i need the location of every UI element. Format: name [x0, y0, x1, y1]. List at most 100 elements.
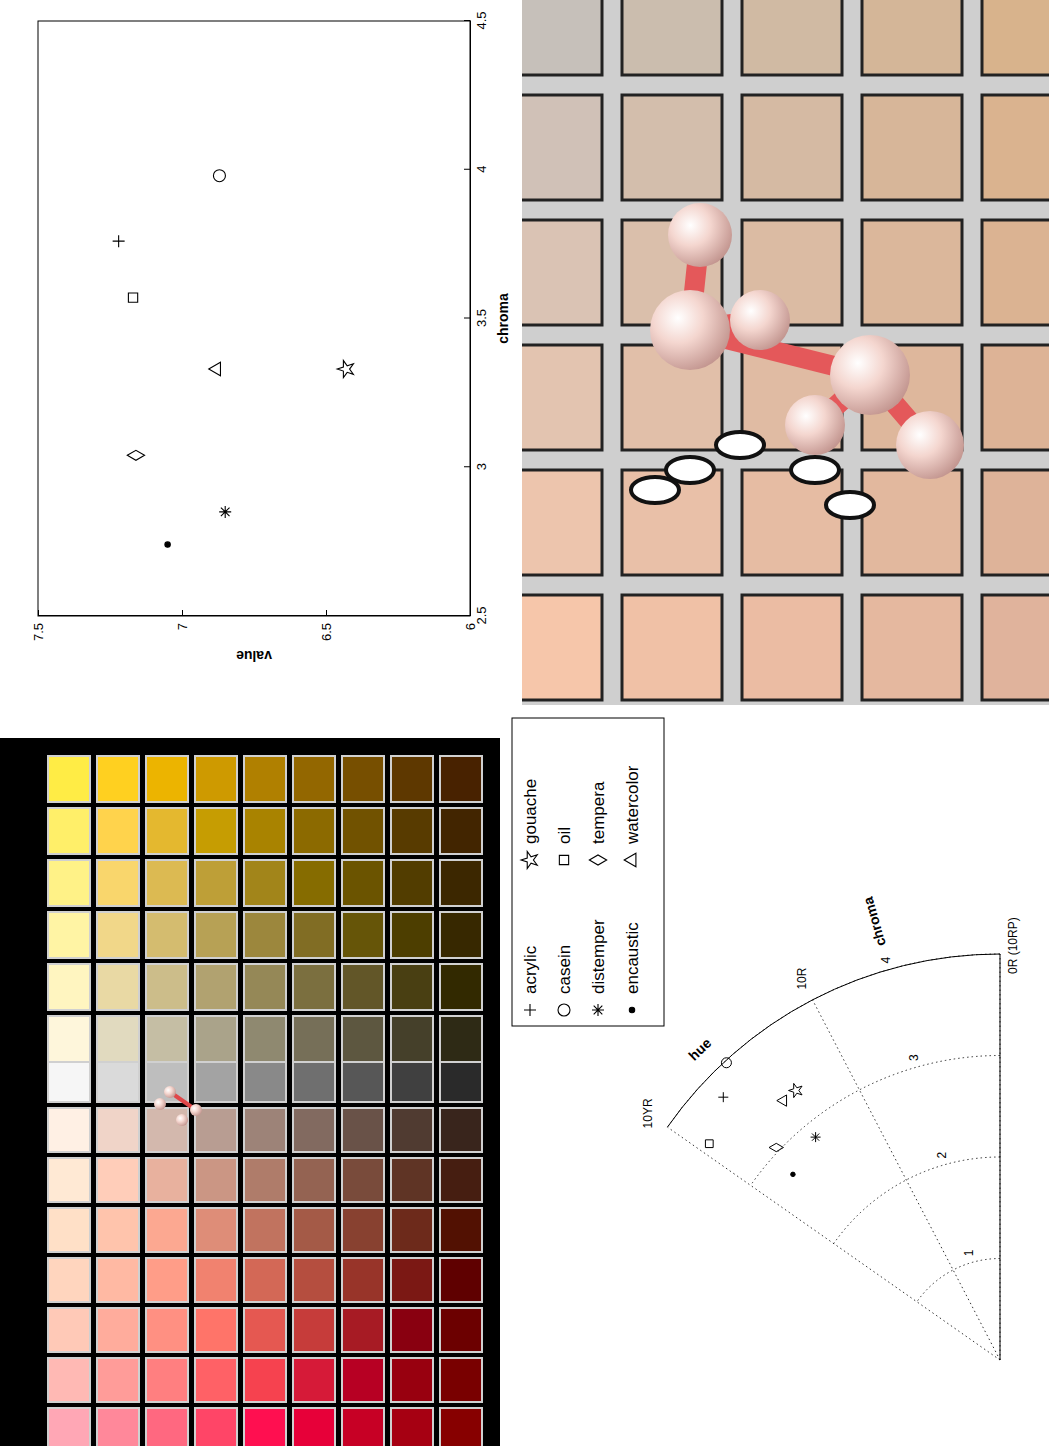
hue-tick-label: 10R: [795, 967, 809, 989]
orange-chip: [97, 1158, 139, 1202]
yellow-chip: [195, 808, 237, 854]
x-tick: 4: [464, 166, 489, 173]
yellow-chip: [48, 808, 90, 854]
molecule-atom: [176, 1114, 188, 1126]
yellow-chip: [440, 1016, 482, 1062]
y-tick: 6.5: [319, 610, 334, 641]
orange-chip: [48, 1308, 90, 1352]
yellow-chip: [146, 912, 188, 958]
orange-chip: [244, 1408, 286, 1446]
legend-item: watercolor: [623, 765, 642, 867]
orange-chip: [293, 1408, 335, 1446]
zoom-chip: [522, 95, 602, 200]
yellow-chip: [195, 756, 237, 802]
zoom-marker-shadow: [666, 457, 714, 483]
scatter-point: [337, 361, 353, 378]
scatter-point: [213, 170, 225, 182]
figure: 2.533.544.566.577.5chromavalue12340R (10…: [0, 0, 1049, 1446]
orange-chip: [48, 1108, 90, 1152]
legend-label: tempera: [589, 781, 608, 844]
legend-marker: [624, 853, 636, 867]
legend-marker: [559, 855, 568, 864]
yellow-chip: [146, 1016, 188, 1062]
orange-chip: [391, 1258, 433, 1302]
zoom-chip: [862, 0, 962, 75]
chroma-tick-label: 3: [907, 1054, 921, 1061]
orange-chip: [342, 1158, 384, 1202]
y-tick-mark: [326, 610, 327, 616]
yellow-chip: [146, 860, 188, 906]
yellow-chip: [146, 964, 188, 1010]
orange-chip: [293, 1258, 335, 1302]
neutral-chip: [195, 1062, 237, 1102]
orange-chip: [440, 1358, 482, 1402]
orange-chip: [146, 1358, 188, 1402]
x-tick-mark: [464, 169, 470, 170]
polar-frame-arc: [667, 954, 1000, 1127]
orange-chip: [440, 1158, 482, 1202]
molecule-atom: [830, 335, 910, 415]
yellow-chip: [293, 912, 335, 958]
orange-chip: [391, 1358, 433, 1402]
legend-marker: [521, 851, 537, 868]
legend-marker: [524, 1004, 536, 1016]
yellow-chip: [97, 860, 139, 906]
orange-chip: [195, 1308, 237, 1352]
y-tick-mark: [182, 610, 183, 616]
yellow-chip: [391, 756, 433, 802]
zoom-chip: [862, 470, 962, 575]
munsell-render: [0, 738, 500, 1446]
molecule-atom: [190, 1104, 202, 1116]
orange-chip: [293, 1158, 335, 1202]
x-axis-title: chroma: [495, 293, 511, 344]
orange-chip: [146, 1158, 188, 1202]
yellow-chip: [244, 912, 286, 958]
yellow-chip: [244, 964, 286, 1010]
y-tick: 6: [463, 610, 478, 630]
orange-chip: [391, 1208, 433, 1252]
yellow-chip: [48, 912, 90, 958]
chroma-tick-label: 4: [879, 956, 893, 963]
yellow-chip: [146, 808, 188, 854]
orange-chip: [97, 1358, 139, 1402]
orange-chip: [48, 1208, 90, 1252]
x-tick-mark: [464, 20, 470, 21]
orange-chip: [342, 1308, 384, 1352]
scatter-point: [209, 362, 221, 376]
polar-point: [811, 1132, 821, 1142]
molecule-atom: [730, 290, 790, 350]
molecule-atom: [785, 395, 845, 455]
yellow-chip: [342, 912, 384, 958]
orange-chip: [48, 1358, 90, 1402]
scatter-point: [165, 542, 170, 547]
orange-chip: [48, 1408, 90, 1446]
scatter-panel: 2.533.544.566.577.5chromavalue: [31, 11, 511, 664]
yellow-chip: [391, 964, 433, 1010]
molecule-atom: [650, 290, 730, 370]
y-tick: 7.5: [31, 610, 46, 641]
zoom-render: [522, 0, 1049, 705]
zoom-chip: [982, 345, 1049, 450]
yellow-chip: [195, 1016, 237, 1062]
yellow-chip: [293, 860, 335, 906]
y-tick-mark: [38, 610, 39, 616]
zoom-chip: [522, 0, 602, 75]
legend-marker: [558, 1004, 570, 1016]
yellow-chip: [97, 912, 139, 958]
orange-chip: [195, 1158, 237, 1202]
y-axis: 66.577.5: [31, 610, 478, 641]
neutral-chip: [391, 1062, 433, 1102]
molecule-atom: [668, 203, 732, 267]
zoom-chip: [622, 595, 722, 700]
legend-label: acrylic: [521, 945, 540, 994]
orange-chip: [440, 1208, 482, 1252]
yellow-chip: [342, 964, 384, 1010]
orange-chip: [391, 1108, 433, 1152]
orange-chip: [97, 1258, 139, 1302]
y-axis-title: value: [236, 648, 272, 664]
orange-chip: [195, 1258, 237, 1302]
zoom-chip: [622, 95, 722, 200]
hue-tick-label: 0R (10RP): [1006, 917, 1020, 974]
orange-chip: [97, 1208, 139, 1252]
legend-item: encaustic: [623, 922, 642, 1013]
